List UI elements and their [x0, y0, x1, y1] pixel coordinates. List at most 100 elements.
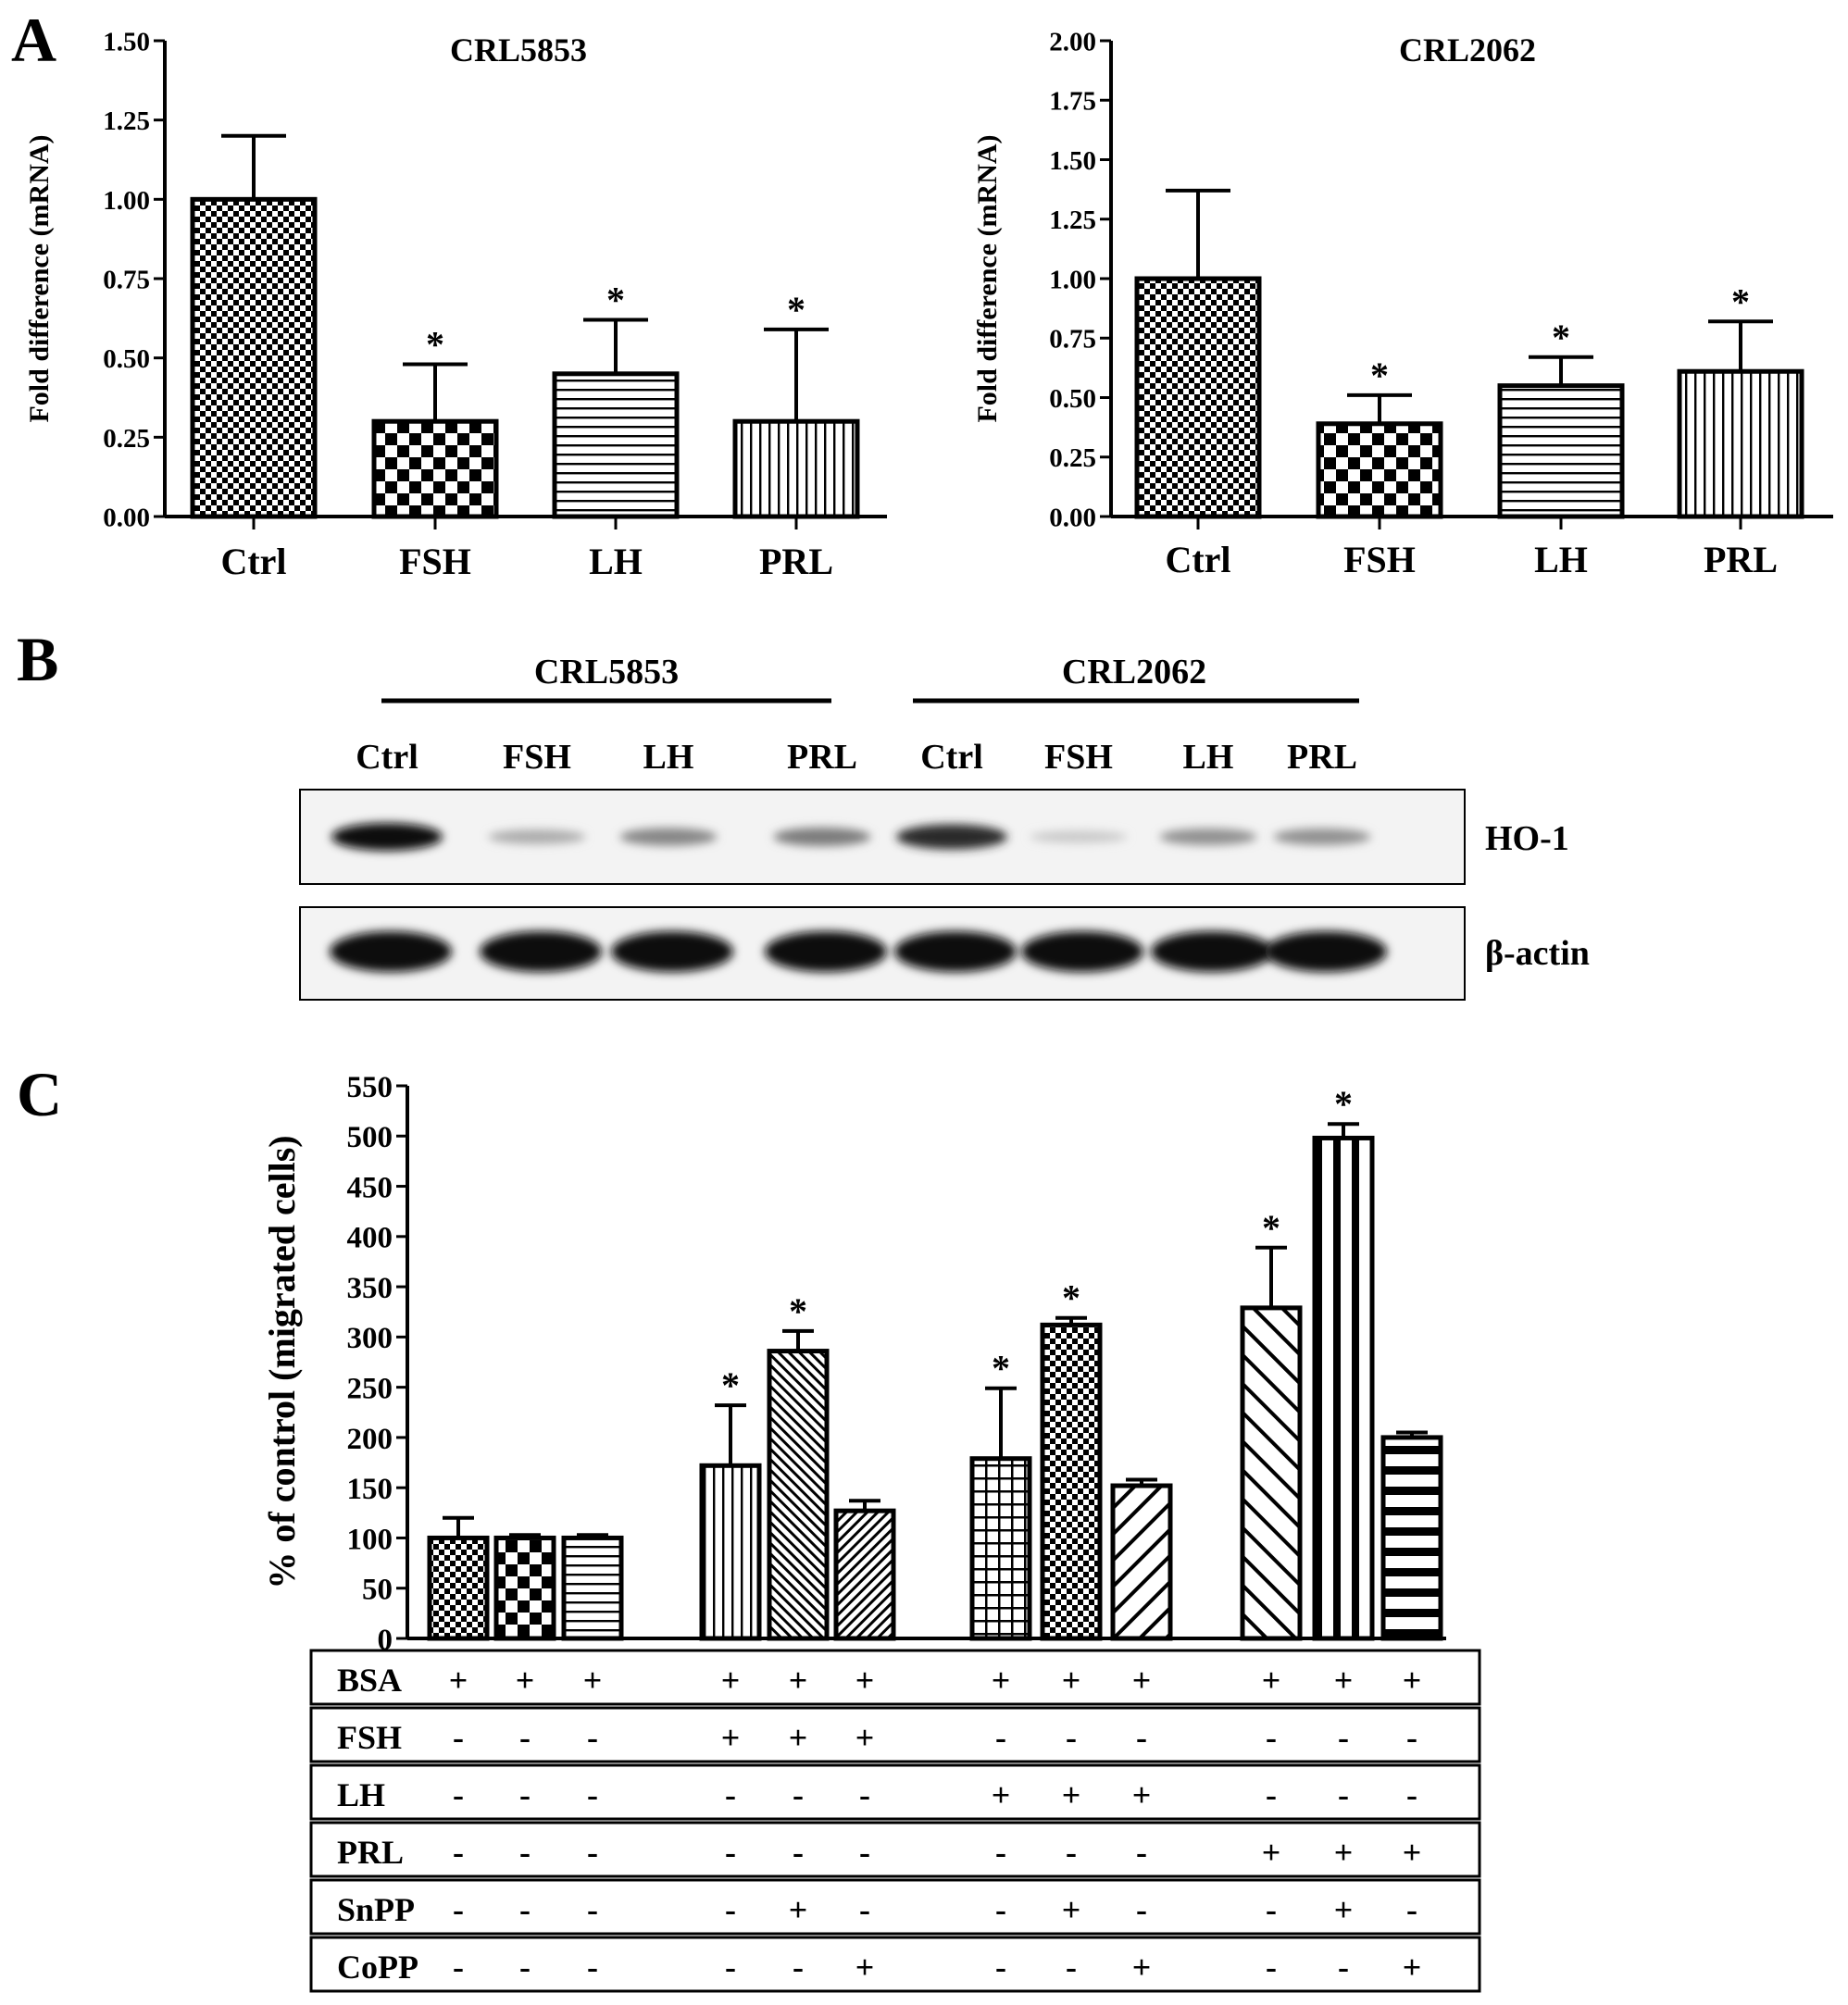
treatment-mark: -	[1136, 1891, 1147, 1928]
bar	[371, 418, 499, 519]
treatment-mark: -	[519, 1776, 531, 1813]
treatment-mark: -	[587, 1776, 598, 1813]
treatment-mark: -	[1338, 1776, 1349, 1813]
treatment-row	[309, 1649, 1481, 1706]
y-tick-label: 1.00	[1049, 265, 1096, 294]
y-tick-label: 150	[347, 1473, 393, 1506]
treatment-mark: -	[453, 1776, 464, 1813]
treatment-mark: -	[519, 1949, 531, 1986]
chart-crl2062-mrna: 0.00 0.25 0.50 0.75 1.00 1.25 1.50 1.75 2.00 Fold…	[972, 27, 1833, 580]
treatment-table: BSA + + + + + + + + + + + + FSH - - - + + + - - - - - - LH - - - - - - + +…	[309, 1649, 1481, 1993]
blot-band	[330, 931, 452, 972]
y-tick-label: 400	[347, 1222, 393, 1255]
bar	[732, 418, 860, 519]
y-tick-label: 0.00	[1049, 503, 1096, 532]
treatment-mark: +	[1334, 1891, 1354, 1928]
blot-band	[1021, 931, 1143, 972]
bar	[1677, 368, 1804, 519]
x-tick-label: LH	[1534, 539, 1588, 580]
treatment-mark: -	[1266, 1719, 1277, 1756]
x-tick-label: LH	[589, 541, 643, 582]
panel-label-c: C	[17, 1059, 62, 1129]
treatment-mark: -	[1066, 1949, 1077, 1986]
treatment-mark: -	[995, 1719, 1006, 1756]
bar	[1040, 1322, 1103, 1641]
treatment-mark: -	[519, 1891, 531, 1928]
blot-lane-label: Ctrl	[920, 738, 983, 777]
treatment-mark: +	[1334, 1662, 1354, 1699]
y-tick-label: 0	[378, 1624, 393, 1657]
bar	[493, 1535, 556, 1641]
y-tick-label: 2.00	[1049, 27, 1096, 56]
treatment-mark: +	[1062, 1891, 1081, 1928]
significance-marker: *	[1731, 280, 1750, 322]
blot-band	[488, 829, 586, 844]
blot-band	[765, 931, 887, 972]
treatment-mark: -	[1406, 1891, 1417, 1928]
treatment-mark: -	[587, 1949, 598, 1986]
bar	[1380, 1435, 1443, 1641]
bar	[969, 1456, 1032, 1641]
treatment-mark: -	[587, 1719, 598, 1756]
bar	[833, 1508, 896, 1641]
treatment-mark: -	[1136, 1719, 1147, 1756]
y-axis-label: Fold difference (mRNA)	[972, 134, 1003, 422]
chart-title: CRL5853	[450, 31, 587, 68]
treatment-mark: -	[725, 1891, 736, 1928]
treatment-mark: -	[1266, 1949, 1277, 1986]
significance-marker: *	[1334, 1083, 1353, 1125]
treatment-mark: -	[519, 1719, 531, 1756]
bar	[1312, 1135, 1375, 1641]
treatment-row	[309, 1821, 1481, 1878]
blot-band	[773, 828, 871, 846]
significance-marker: *	[1370, 355, 1389, 396]
y-tick-label: 0.75	[1049, 325, 1096, 355]
significance-marker: *	[1262, 1207, 1280, 1249]
blot-band	[611, 931, 733, 972]
treatment-mark: +	[1403, 1949, 1422, 1986]
blot-band	[896, 824, 1007, 850]
blot-row-label: HO-1	[1485, 819, 1569, 858]
significance-marker: *	[721, 1364, 740, 1406]
blot-lane-label: PRL	[787, 738, 857, 777]
blot-band	[1265, 931, 1387, 972]
y-tick-label: 350	[347, 1272, 393, 1305]
y-tick-label: 0.25	[103, 424, 150, 454]
treatment-label: SnPP	[337, 1891, 415, 1928]
treatment-row	[309, 1878, 1481, 1936]
treatment-mark: +	[1132, 1949, 1152, 1986]
blot-band	[894, 931, 1017, 972]
treatment-mark: -	[995, 1949, 1006, 1986]
y-tick-label: 100	[347, 1523, 393, 1556]
significance-marker: *	[787, 289, 805, 330]
y-tick-label: 1.75	[1049, 87, 1096, 117]
bar	[1134, 276, 1262, 519]
bar	[190, 196, 318, 519]
bar	[1110, 1483, 1173, 1641]
bar	[699, 1463, 762, 1641]
y-tick-label: 0.75	[103, 265, 150, 294]
chart-migration: 0 50 100 150 200 250 300 350 400 450 500 550 % of co…	[261, 1071, 1446, 1657]
significance-marker: *	[1062, 1277, 1080, 1319]
treatment-mark: -	[519, 1834, 531, 1871]
y-tick-label: 500	[347, 1121, 393, 1154]
treatment-mark: +	[583, 1662, 603, 1699]
treatment-label: PRL	[337, 1834, 404, 1871]
treatment-mark: -	[1266, 1891, 1277, 1928]
bar	[767, 1349, 830, 1641]
treatment-mark: +	[1262, 1834, 1281, 1871]
x-tick-label: FSH	[1343, 539, 1416, 580]
blot-lane-label: PRL	[1287, 738, 1357, 777]
y-tick-label: 1.25	[1049, 205, 1096, 235]
x-tick-label: Ctrl	[220, 541, 286, 582]
treatment-label: FSH	[337, 1719, 402, 1756]
treatment-mark: -	[1406, 1776, 1417, 1813]
blot-lane-label: LH	[643, 738, 694, 777]
treatment-row	[309, 1936, 1481, 1993]
treatment-mark: +	[721, 1662, 741, 1699]
significance-marker: *	[426, 324, 444, 366]
blot-band	[331, 823, 443, 851]
y-axis-label: % of control (migrated cells)	[261, 1135, 303, 1588]
treatment-mark: -	[725, 1776, 736, 1813]
x-tick-label: FSH	[399, 541, 471, 582]
